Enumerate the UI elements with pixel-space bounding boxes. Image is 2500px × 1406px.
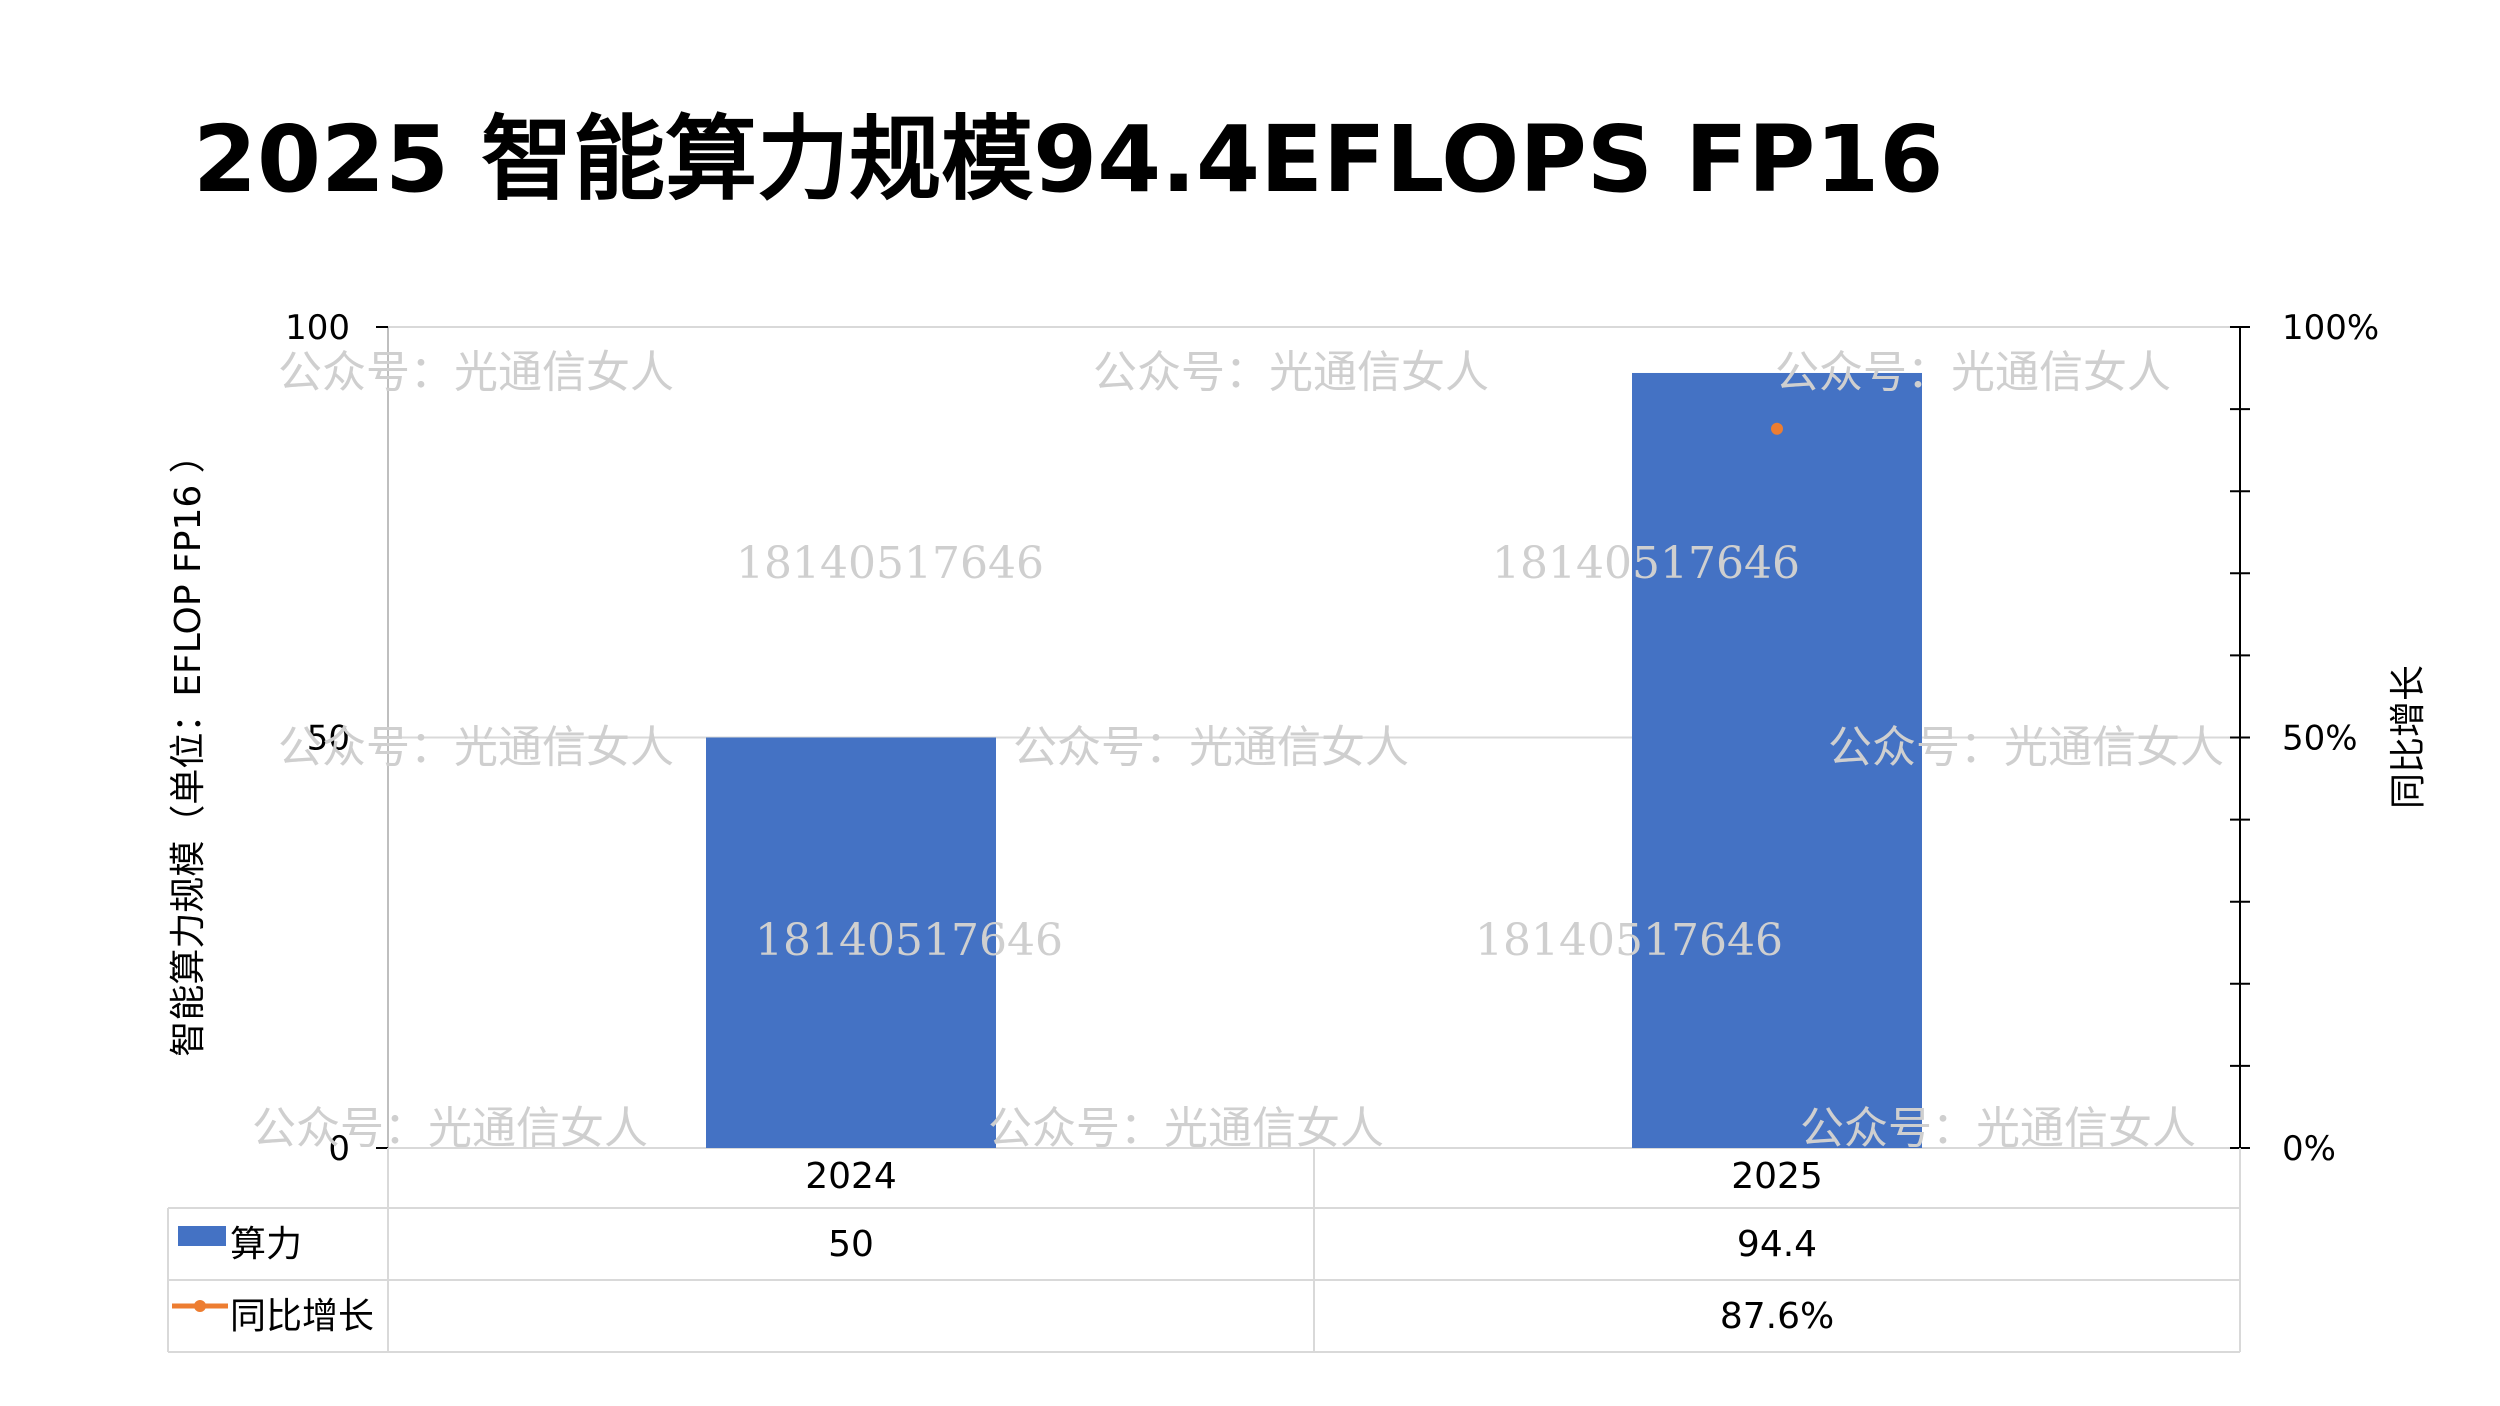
legend-label-bar: 算力 [230, 1224, 302, 1265]
watermark-account: 公众号：光通信女人 [1800, 1103, 2196, 1154]
data-label-bar: 50 [828, 1224, 874, 1265]
watermark-account: 公众号：光通信女人 [988, 1103, 1384, 1154]
y-tick-label: 0 [328, 1129, 350, 1169]
data-label-bar: 94.4 [1737, 1224, 1817, 1265]
bar-2024 [706, 737, 996, 1148]
x-tick-label: 2025 [1731, 1156, 1823, 1197]
legend-label-line: 同比增长 [230, 1296, 374, 1337]
y2-axis-title: 同比增长 [2388, 665, 2429, 809]
axes: 0 50 100 0% 50% 100% [285, 308, 2379, 1169]
y2-tick-label: 100% [2282, 308, 2379, 348]
x-tick-label: 2024 [805, 1156, 897, 1197]
watermark-account: 公众号：光通信女人 [252, 1103, 648, 1154]
bars [706, 372, 1922, 1148]
legend-key-marker [194, 1300, 206, 1312]
chart-title: 2025 智能算力规模94.4EFLOPS FP16 [193, 106, 1944, 213]
y-tick-label: 50 [307, 719, 350, 759]
watermark-account: 公众号：光通信女人 [1013, 722, 1409, 773]
y-axis-title: 智能算力规模（单位：EFLOP FP16 ） [168, 437, 209, 1056]
y2-tick-label: 0% [2282, 1129, 2336, 1169]
bar-2025 [1632, 372, 1922, 1148]
watermark-phone: 18140517646 [755, 915, 1063, 966]
watermark-account: 公众号：光通信女人 [278, 347, 674, 398]
data-label-line: 87.6% [1720, 1296, 1834, 1337]
y-tick-label: 100 [285, 308, 350, 348]
watermark-account: 公众号：光通信女人 [278, 722, 674, 773]
watermark-phone: 18140517646 [1475, 915, 1783, 966]
legend-key-bar [178, 1226, 226, 1246]
line-point-2025 [1771, 422, 1783, 435]
watermark-phone: 18140517646 [736, 538, 1044, 589]
watermark-account: 公众号：光通信女人 [1775, 347, 2171, 398]
watermark-account: 公众号：光通信女人 [1828, 722, 2224, 773]
watermark-phone: 18140517646 [1492, 538, 1800, 589]
y2-tick-label: 50% [2282, 719, 2358, 759]
data-table: 2024 2025 算力 50 94.4 同比增长 87.6% [167, 1148, 2241, 1353]
line-series [1771, 422, 1783, 435]
watermark-account: 公众号：光通信女人 [1093, 347, 1489, 398]
